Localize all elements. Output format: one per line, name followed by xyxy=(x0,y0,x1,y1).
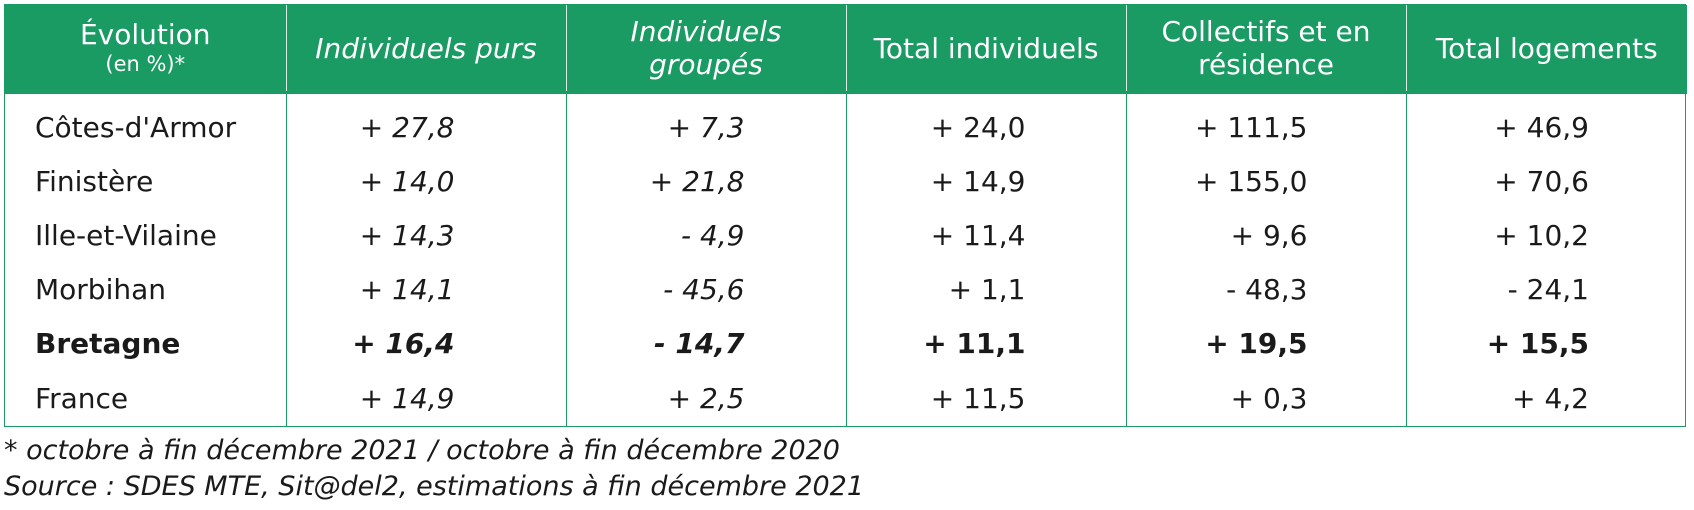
table-figure: Évolution (en %)* Individuels purs Indiv… xyxy=(4,4,1687,505)
cell-value: + 155,0 xyxy=(1125,154,1406,208)
header-row: Évolution (en %)* Individuels purs Indiv… xyxy=(5,5,1687,93)
cell-value: + 16,4 xyxy=(285,316,566,370)
cell-value: + 7,3 xyxy=(565,91,846,154)
row-label: France xyxy=(35,381,129,415)
row-label: Morbihan xyxy=(35,272,167,306)
cell-value: + 14,9 xyxy=(285,370,566,426)
cell-value: + 111,5 xyxy=(1125,91,1406,154)
row-label: Ille-et-Vilaine xyxy=(35,218,217,252)
row-label: Côtes-d'Armor xyxy=(5,91,286,154)
cell-value: + 27,8 xyxy=(285,91,566,154)
col-header-collectifs: Collectifs et en résidence xyxy=(1125,5,1406,93)
table-row: France + 14,9 + 2,5 + 11,5 + 0,3 + 4,2 xyxy=(5,370,1687,426)
cell-value: + 15,5 xyxy=(1405,316,1687,370)
cell-value: + 11,1 xyxy=(845,316,1126,370)
cell-value: + 14,0 xyxy=(285,154,566,208)
row-label: Bretagne xyxy=(35,326,181,360)
cell-value: - 45,6 xyxy=(565,262,846,316)
cell-value: + 14,1 xyxy=(285,262,566,316)
footnote: * octobre à fin décembre 2021 / octobre … xyxy=(4,435,840,466)
cell-value: - 14,7 xyxy=(565,316,846,370)
cell-value: + 4,2 xyxy=(1405,370,1687,426)
col-header-total-logements: Total logements xyxy=(1405,5,1687,93)
cell-value: + 70,6 xyxy=(1405,154,1687,208)
cell-value: - 24,1 xyxy=(1405,262,1687,316)
cell-value: + 19,5 xyxy=(1125,316,1406,370)
cell-value: + 14,3 xyxy=(285,208,566,262)
evolution-table: Évolution (en %)* Individuels purs Indiv… xyxy=(5,5,1687,426)
cell-value: + 14,9 xyxy=(845,154,1126,208)
cell-value: + 21,8 xyxy=(565,154,846,208)
table-row-total-region: Bretagne + 16,4 - 14,7 + 11,1 + 19,5 + 1… xyxy=(5,316,1687,370)
col-header-individuels-purs: Individuels purs xyxy=(285,5,566,93)
cell-value: + 9,6 xyxy=(1125,208,1406,262)
cell-value: + 2,5 xyxy=(565,370,846,426)
cell-value: + 11,4 xyxy=(845,208,1126,262)
table-row: Finistère + 14,0 + 21,8 + 14,9 + 155,0 +… xyxy=(5,154,1687,208)
col-header-total-individuels: Total individuels xyxy=(845,5,1126,93)
table-row: Côtes-d'Armor + 27,8 + 7,3 + 24,0 + 111,… xyxy=(5,91,1687,154)
cell-value: + 11,5 xyxy=(845,370,1126,426)
cell-value: + 24,0 xyxy=(845,91,1126,154)
row-label: Finistère xyxy=(35,164,154,198)
cell-value: + 46,9 xyxy=(1405,91,1687,154)
table-notes: * octobre à fin décembre 2021 / octobre … xyxy=(4,433,1686,505)
row-header-title: Évolution xyxy=(79,18,211,51)
col-header-individuels-groupes: Individuels groupés xyxy=(565,5,846,93)
cell-value: + 0,3 xyxy=(1125,370,1406,426)
cell-value: + 10,2 xyxy=(1405,208,1687,262)
cell-value: - 4,9 xyxy=(565,208,846,262)
row-header-cell: Évolution (en %)* xyxy=(5,5,286,93)
row-header-unit: (en %)* xyxy=(105,52,186,76)
table-row: Ille-et-Vilaine + 14,3 - 4,9 + 11,4 + 9,… xyxy=(5,208,1687,262)
cell-value: - 48,3 xyxy=(1125,262,1406,316)
table-row: Morbihan + 14,1 - 45,6 + 1,1 - 48,3 - 24… xyxy=(5,262,1687,316)
source-note: Source : SDES MTE, Sit@del2, estimations… xyxy=(4,471,865,502)
cell-value: + 1,1 xyxy=(845,262,1126,316)
table-frame: Évolution (en %)* Individuels purs Indiv… xyxy=(4,4,1687,427)
